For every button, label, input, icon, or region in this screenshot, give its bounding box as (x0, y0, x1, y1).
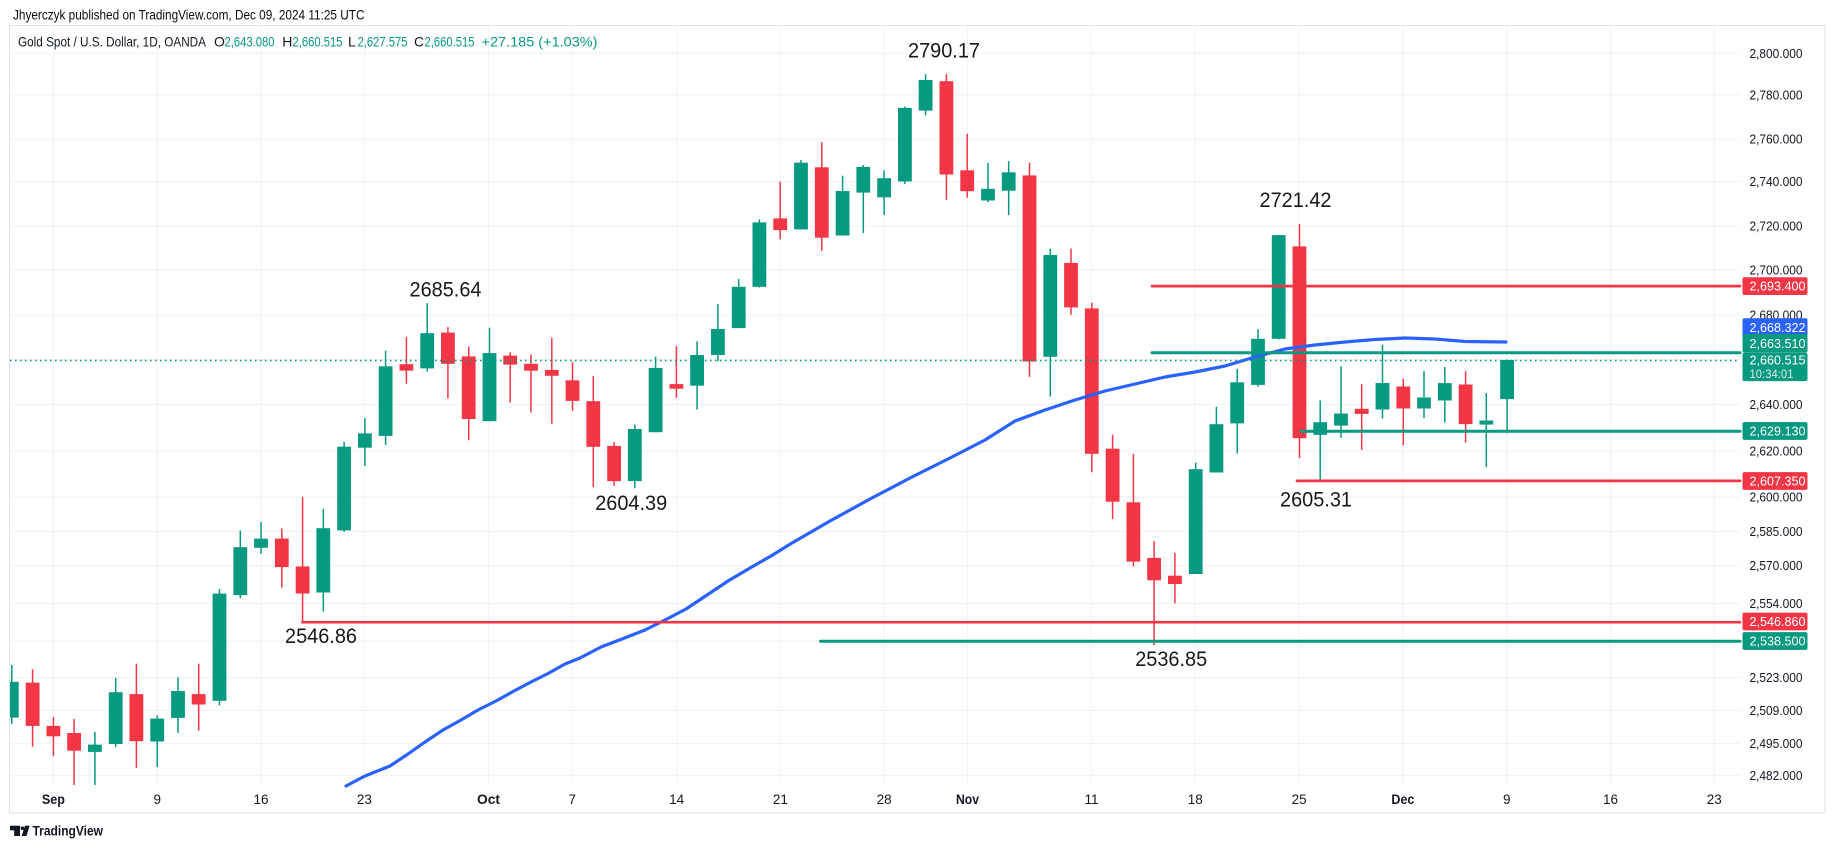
svg-text:14: 14 (669, 792, 685, 807)
svg-text:25: 25 (1292, 792, 1307, 807)
svg-text:18: 18 (1188, 792, 1203, 807)
svg-text:28: 28 (877, 792, 892, 807)
svg-text:2721.42: 2721.42 (1260, 188, 1332, 212)
svg-text:2,800.000: 2,800.000 (1750, 46, 1803, 61)
svg-text:Nov: Nov (956, 792, 979, 807)
svg-text:2536.85: 2536.85 (1135, 647, 1207, 671)
svg-text:2,660.515: 2,660.515 (293, 34, 343, 50)
svg-text:2,643.080: 2,643.080 (225, 34, 275, 50)
svg-text:Oct: Oct (477, 792, 501, 807)
svg-text:2,585.000: 2,585.000 (1750, 524, 1803, 539)
svg-text:2,482.000: 2,482.000 (1750, 768, 1803, 783)
svg-text:2605.31: 2605.31 (1280, 488, 1352, 512)
svg-text:TradingView: TradingView (33, 824, 104, 840)
svg-text:23: 23 (1707, 792, 1722, 807)
svg-text:2,495.000: 2,495.000 (1750, 736, 1803, 751)
svg-text:2,663.510: 2,663.510 (1750, 336, 1806, 351)
svg-text:11: 11 (1084, 792, 1098, 807)
svg-text:2,693.400: 2,693.400 (1750, 279, 1806, 294)
svg-text:2604.39: 2604.39 (595, 491, 667, 515)
svg-text:L: L (348, 34, 356, 50)
svg-text:2,660.515: 2,660.515 (1750, 353, 1806, 368)
svg-text:9: 9 (153, 792, 161, 807)
svg-text:2,538.500: 2,538.500 (1750, 634, 1806, 649)
svg-text:2,509.000: 2,509.000 (1750, 703, 1803, 718)
svg-text:H: H (282, 34, 292, 50)
svg-text:2,627.575: 2,627.575 (358, 34, 408, 50)
svg-text:2790.17: 2790.17 (908, 39, 980, 63)
svg-text:2546.86: 2546.86 (285, 624, 357, 648)
svg-text:2,607.350: 2,607.350 (1750, 474, 1806, 489)
svg-text:2,668.322: 2,668.322 (1750, 320, 1806, 335)
svg-text:2,546.860: 2,546.860 (1750, 614, 1806, 629)
svg-text:16: 16 (1603, 792, 1618, 807)
svg-text:Dec: Dec (1391, 792, 1414, 807)
svg-text:Gold Spot / U.S. Dollar, 1D, O: Gold Spot / U.S. Dollar, 1D, OANDA (18, 34, 207, 50)
svg-text:2,660.515: 2,660.515 (425, 34, 475, 50)
svg-text:2,523.000: 2,523.000 (1750, 670, 1803, 685)
svg-text:Sep: Sep (42, 792, 65, 807)
svg-text:2,629.130: 2,629.130 (1750, 424, 1806, 439)
svg-text:2,600.000: 2,600.000 (1750, 490, 1803, 505)
svg-text:2,720.000: 2,720.000 (1750, 219, 1803, 234)
svg-text:2,780.000: 2,780.000 (1750, 88, 1803, 103)
svg-text:+27.185 (+1.03%): +27.185 (+1.03%) (482, 34, 598, 50)
svg-text:21: 21 (773, 792, 788, 807)
svg-text:2,700.000: 2,700.000 (1750, 262, 1803, 277)
svg-text:10:34:01: 10:34:01 (1750, 367, 1794, 381)
svg-text:2,620.000: 2,620.000 (1750, 443, 1803, 458)
svg-text:2,640.000: 2,640.000 (1750, 397, 1803, 412)
svg-text:16: 16 (253, 792, 268, 807)
svg-text:Jhyerczyk published on Trading: Jhyerczyk published on TradingView.com, … (13, 8, 365, 23)
svg-text:9: 9 (1503, 792, 1511, 807)
svg-text:7: 7 (569, 792, 577, 807)
svg-text:2,740.000: 2,740.000 (1750, 174, 1803, 189)
svg-text:O: O (214, 34, 225, 50)
svg-text:2,760.000: 2,760.000 (1750, 132, 1803, 147)
svg-text:2685.64: 2685.64 (410, 277, 482, 301)
svg-text:23: 23 (357, 792, 372, 807)
svg-text:2,570.000: 2,570.000 (1750, 558, 1803, 573)
svg-text:C: C (414, 34, 424, 50)
svg-text:2,554.000: 2,554.000 (1750, 596, 1803, 611)
